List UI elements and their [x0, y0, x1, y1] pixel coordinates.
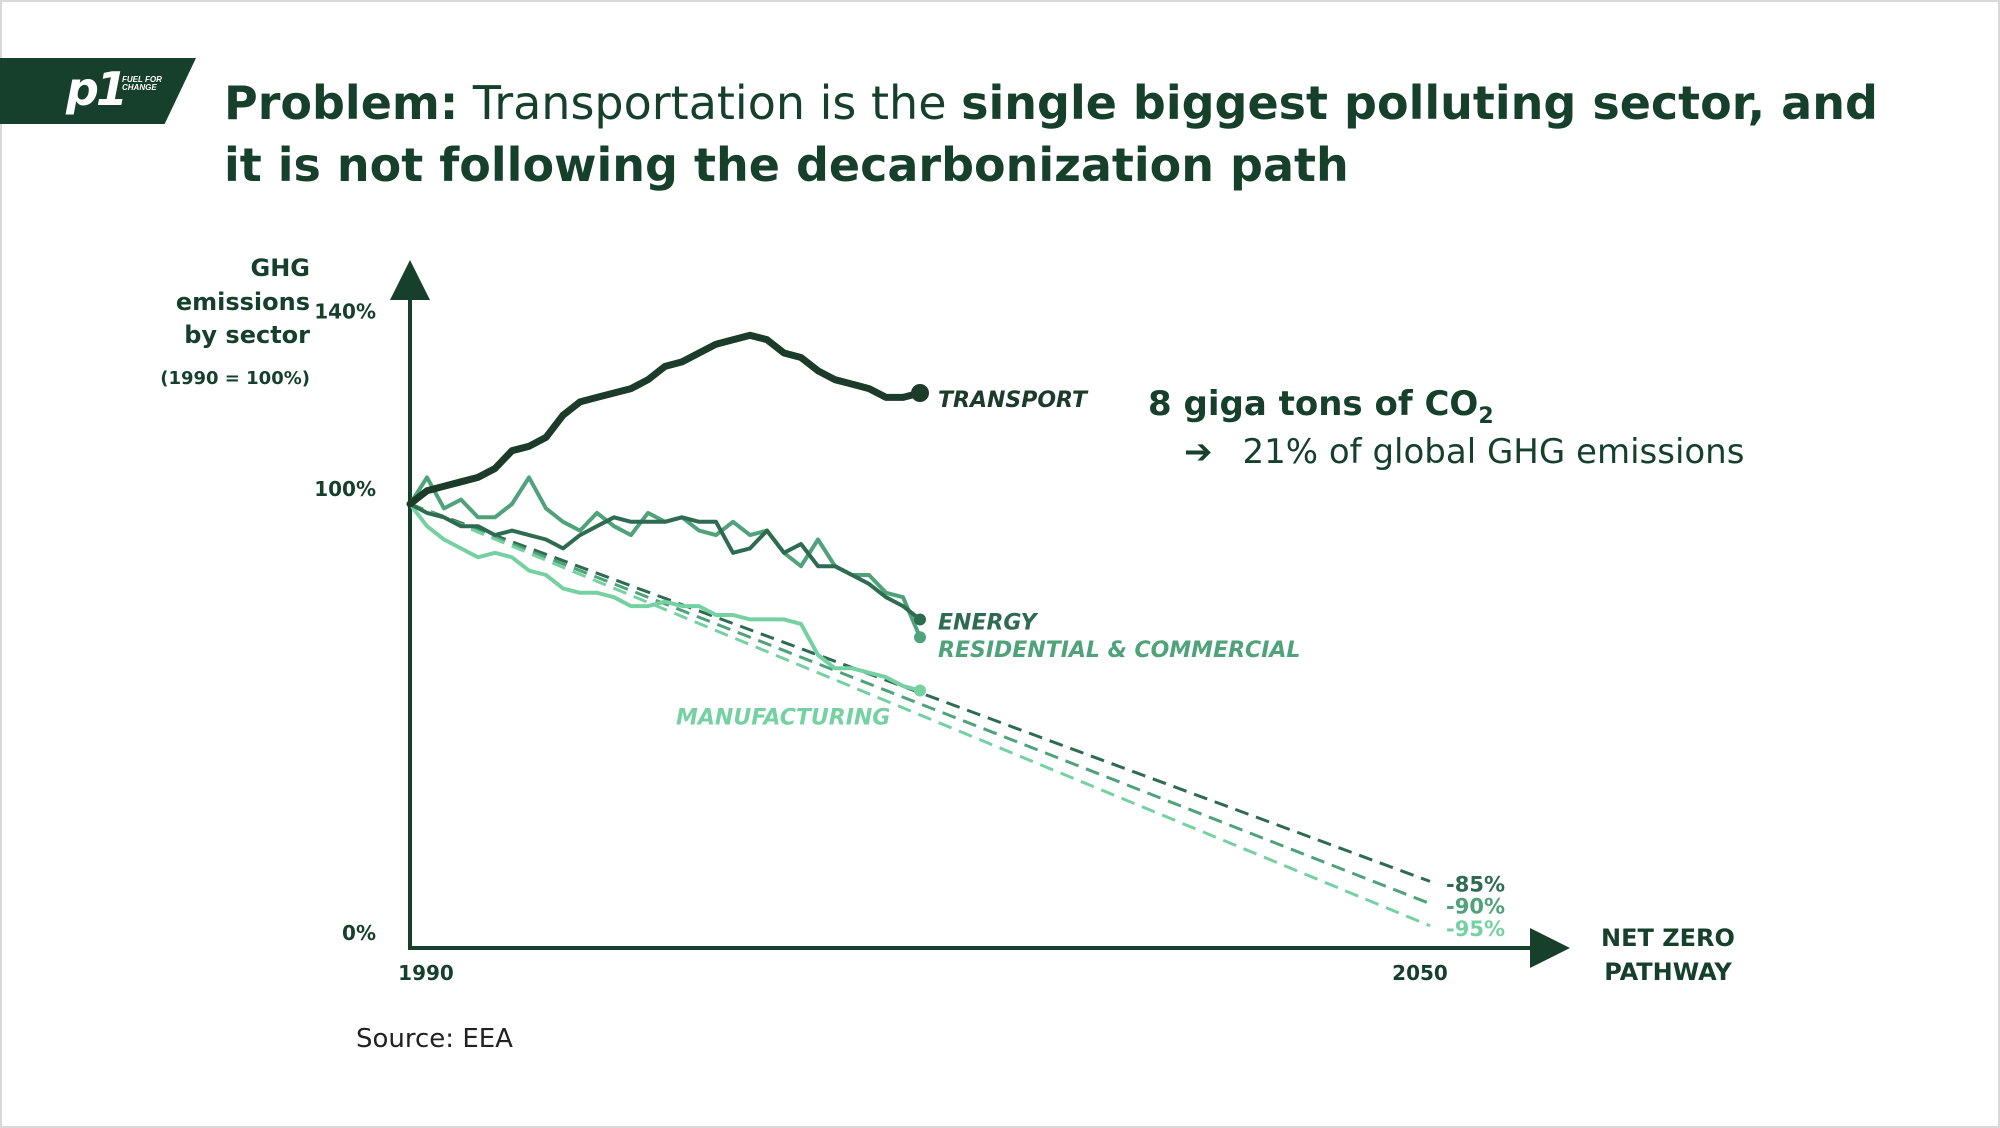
- y-tick-label: 100%: [314, 477, 376, 501]
- callout-title: 8 giga tons of CO2: [1148, 384, 1494, 429]
- callout-detail: ➔ 21% of global GHG emissions: [1184, 432, 1744, 472]
- x-tick-label: 2050: [1392, 961, 1448, 985]
- arrow-right-icon: ➔: [1184, 432, 1213, 472]
- pathway-label: -85%: [1446, 872, 1505, 896]
- series-label-residential: RESIDENTIAL & COMMERCIAL: [938, 638, 1300, 663]
- title-emphasis: single biggest polluting sector, and it …: [224, 76, 1878, 192]
- logo-mark: p1: [66, 62, 128, 116]
- series-labels: MANUFACTURING RESIDENTIAL & COMMERCIAL ENE…: [676, 388, 1300, 730]
- series-label-transport: TRANSPORT: [938, 388, 1089, 413]
- y-tick-label: 140%: [314, 299, 376, 323]
- title-text: Transportation is the: [458, 76, 962, 130]
- logo-subtitle: FUEL FOR CHANGE: [122, 75, 162, 92]
- series-line-energy: [408, 502, 922, 622]
- callout-title-text: 8 giga tons of CO: [1148, 384, 1479, 424]
- x-axis-title: NET ZERO PATHWAY: [1601, 924, 1735, 986]
- x-axis-ticks: 1990 2050: [398, 961, 1448, 985]
- page-title: Problem: Transportation is the single bi…: [224, 72, 1924, 196]
- series-endpoint-transport: [911, 384, 929, 402]
- series-line-transport: [406, 331, 924, 508]
- y-axis-label-line-1: GHG: [251, 254, 310, 282]
- y-axis-ticks: 140% 100% 0%: [314, 299, 376, 945]
- y-tick-label: 0%: [342, 921, 376, 945]
- pathway-line: [409, 502, 1431, 928]
- series-label-energy: ENERGY: [938, 610, 1039, 635]
- logo-banner: [0, 58, 196, 124]
- series-line-residential: [408, 475, 922, 640]
- series-endpoint-manufacturing: [914, 684, 926, 697]
- x-axis-title-line-2: PATHWAY: [1604, 958, 1732, 986]
- series-line-manufacturing: [408, 502, 922, 693]
- y-axis-label: GHG emissions by sector (1990 = 100%): [160, 254, 310, 389]
- x-axis-title-line-1: NET ZERO: [1601, 924, 1735, 952]
- title-lead: Problem:: [224, 76, 459, 130]
- callout-detail-text: 21% of global GHG emissions: [1242, 432, 1745, 472]
- series-endpoint-energy: [914, 613, 926, 626]
- x-tick-label: 1990: [398, 961, 454, 985]
- y-axis-label-line-2: emissions: [176, 288, 310, 316]
- net-zero-pathways: -85%-90%-95%: [409, 502, 1505, 941]
- pathway-label: -95%: [1446, 917, 1505, 941]
- pathway-line: [409, 502, 1431, 883]
- source-note: Source: EEA: [356, 1024, 513, 1054]
- y-axis-label-line-3: by sector: [184, 321, 310, 349]
- callout-title-subscript: 2: [1478, 403, 1494, 429]
- series-endpoint-residential: [914, 631, 926, 644]
- y-axis-label-note: (1990 = 100%): [160, 368, 310, 389]
- series-label-manufacturing: MANUFACTURING: [676, 705, 890, 730]
- pathway-line: [409, 502, 1431, 905]
- series-lines: [406, 331, 929, 697]
- pathway-label: -90%: [1446, 895, 1505, 919]
